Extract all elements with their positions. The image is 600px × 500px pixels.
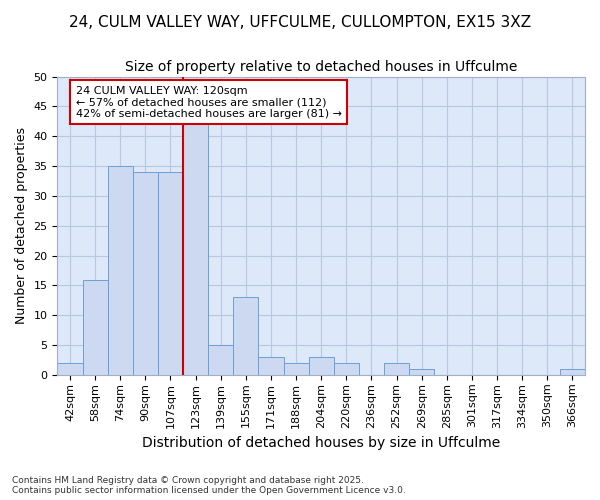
Bar [158, 172, 183, 375]
Bar [409, 369, 434, 375]
Bar [183, 124, 208, 375]
Text: 24, CULM VALLEY WAY, UFFCULME, CULLOMPTON, EX15 3XZ: 24, CULM VALLEY WAY, UFFCULME, CULLOMPTO… [69, 15, 531, 30]
Bar [233, 298, 259, 375]
Bar [133, 172, 158, 375]
Bar [284, 363, 308, 375]
Y-axis label: Number of detached properties: Number of detached properties [15, 128, 28, 324]
X-axis label: Distribution of detached houses by size in Uffculme: Distribution of detached houses by size … [142, 436, 500, 450]
Bar [308, 357, 334, 375]
Title: Size of property relative to detached houses in Uffculme: Size of property relative to detached ho… [125, 60, 517, 74]
Text: 24 CULM VALLEY WAY: 120sqm
← 57% of detached houses are smaller (112)
42% of sem: 24 CULM VALLEY WAY: 120sqm ← 57% of deta… [76, 86, 342, 118]
Bar [334, 363, 359, 375]
Bar [560, 369, 585, 375]
Bar [384, 363, 409, 375]
Bar [107, 166, 133, 375]
Bar [58, 363, 83, 375]
Bar [259, 357, 284, 375]
Bar [83, 280, 107, 375]
Text: Contains HM Land Registry data © Crown copyright and database right 2025.
Contai: Contains HM Land Registry data © Crown c… [12, 476, 406, 495]
Bar [208, 345, 233, 375]
